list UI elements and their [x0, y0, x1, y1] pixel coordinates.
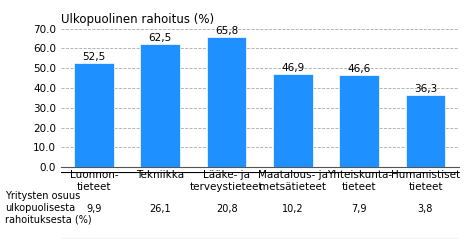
Text: 26,1: 26,1 [149, 204, 171, 214]
Text: 20,8: 20,8 [216, 204, 237, 214]
Text: 65,8: 65,8 [215, 26, 238, 36]
Text: 46,6: 46,6 [348, 64, 371, 74]
Bar [273, 74, 313, 167]
Bar [207, 37, 247, 167]
Text: Ulkopuolinen rahoitus (%): Ulkopuolinen rahoitus (%) [61, 13, 214, 26]
Bar [339, 75, 379, 167]
Bar [140, 43, 180, 167]
Text: 10,2: 10,2 [282, 204, 304, 214]
Text: 46,9: 46,9 [281, 63, 305, 73]
Text: 9,9: 9,9 [86, 204, 102, 214]
Text: 3,8: 3,8 [418, 204, 433, 214]
Text: 62,5: 62,5 [149, 33, 172, 43]
Text: 52,5: 52,5 [82, 52, 106, 62]
Text: 7,9: 7,9 [351, 204, 367, 214]
Text: Yritysten osuus
ulkopuolisesta
rahoituksesta (%): Yritysten osuus ulkopuolisesta rahoituks… [5, 191, 91, 224]
Text: 36,3: 36,3 [414, 84, 437, 94]
Bar [74, 63, 114, 167]
Bar [406, 95, 446, 167]
